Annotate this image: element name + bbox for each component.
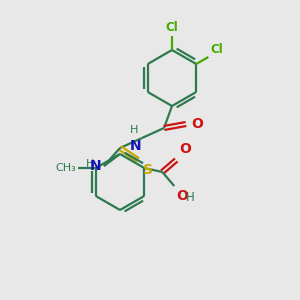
- Text: N: N: [129, 139, 141, 153]
- Text: S: S: [143, 163, 153, 177]
- Text: O: O: [179, 142, 191, 156]
- Text: H: H: [186, 191, 195, 204]
- Text: Cl: Cl: [166, 21, 178, 34]
- Text: CH₃: CH₃: [55, 163, 76, 173]
- Text: H: H: [85, 159, 94, 169]
- Text: H: H: [130, 125, 138, 135]
- Text: O: O: [191, 117, 203, 131]
- Text: O: O: [176, 189, 188, 203]
- Text: N: N: [89, 159, 101, 173]
- Text: Cl: Cl: [210, 43, 223, 56]
